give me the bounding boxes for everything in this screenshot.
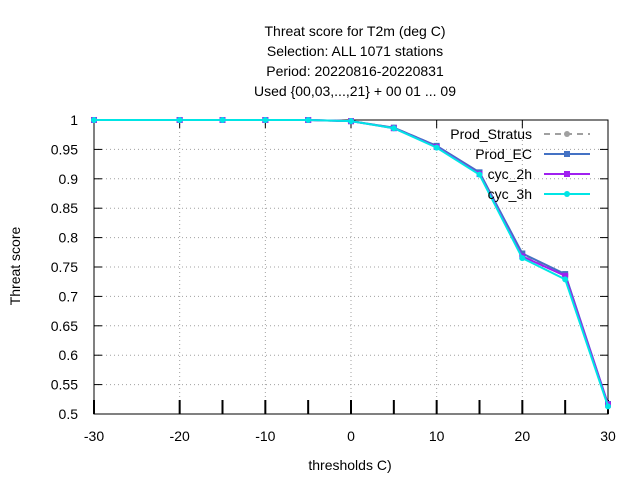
legend-label: cyc_3h xyxy=(488,186,532,202)
x-tick-label: -10 xyxy=(255,428,275,444)
y-tick-label: 0.7 xyxy=(59,288,79,304)
y-tick-label: 0.8 xyxy=(59,230,79,246)
data-point xyxy=(305,117,312,123)
data-point xyxy=(176,117,183,123)
x-tick-label: 20 xyxy=(515,428,531,444)
legend-label: Prod_EC xyxy=(475,146,532,162)
chart-title: Threat score for T2m (deg C) Selection: A… xyxy=(254,23,456,99)
title-line: Used {00,03,...,21} + 00 01 ... 09 xyxy=(254,83,456,99)
series-layer xyxy=(91,117,611,410)
data-point xyxy=(433,144,440,151)
data-point xyxy=(562,272,569,279)
legend-marker xyxy=(564,131,570,137)
y-tick-label: 0.75 xyxy=(51,259,78,275)
y-tick-label: 0.65 xyxy=(51,318,78,334)
legend-label: Prod_Stratus xyxy=(450,126,532,142)
title-line: Threat score for T2m (deg C) xyxy=(264,23,445,39)
y-tick-label: 0.85 xyxy=(51,200,78,216)
data-point xyxy=(219,117,226,123)
legend-marker xyxy=(564,171,570,177)
data-point xyxy=(605,403,611,410)
data-point xyxy=(476,171,483,178)
y-tick-label: 0.95 xyxy=(51,141,78,157)
y-tick-label: 0.5 xyxy=(59,406,79,422)
x-tick-label: 0 xyxy=(347,428,355,444)
grid-lines xyxy=(94,120,608,414)
y-tick-label: 0.6 xyxy=(59,347,79,363)
data-point xyxy=(262,117,269,123)
legend: Prod_Stratus Prod_EC cyc_2h cyc_3h xyxy=(450,126,590,202)
data-point xyxy=(348,118,354,125)
y-tick-label: 1 xyxy=(70,112,78,128)
legend-marker xyxy=(564,151,570,157)
x-axis-label: thresholds C) xyxy=(308,457,391,473)
data-point xyxy=(519,255,526,262)
x-tick-label: -30 xyxy=(84,428,104,444)
data-point xyxy=(562,276,569,283)
x-tick-label: -20 xyxy=(170,428,190,444)
x-tick-label: 30 xyxy=(600,428,616,444)
data-point xyxy=(91,117,97,123)
y-axis-label: Threat score xyxy=(7,226,23,305)
legend-marker xyxy=(564,191,570,197)
series-cyc_3h xyxy=(91,117,611,410)
series-line xyxy=(94,119,609,407)
y-tick-label: 0.55 xyxy=(51,377,78,393)
title-line: Period: 20220816-20220831 xyxy=(266,63,444,79)
legend-label: cyc_2h xyxy=(488,166,532,182)
data-point xyxy=(390,125,397,132)
x-tick-label: 10 xyxy=(429,428,445,444)
title-line: Selection: ALL 1071 stations xyxy=(267,43,443,59)
y-tick-label: 0.9 xyxy=(59,171,79,187)
